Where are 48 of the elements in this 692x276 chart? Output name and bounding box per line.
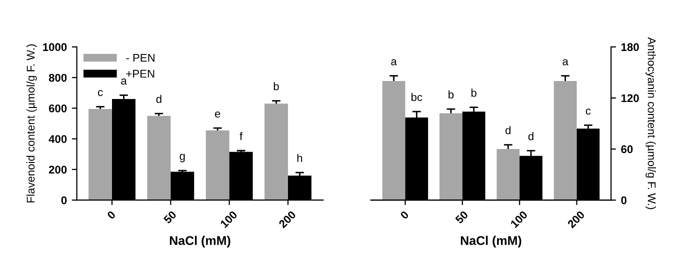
annotation: f xyxy=(240,132,243,140)
y2-axis-title: Anthocyanin content (µmol/g F. W.) xyxy=(646,37,656,210)
y-tick-label: 1000 xyxy=(43,43,67,52)
x-tick-label: 50 xyxy=(454,210,469,224)
x-tick-label: 200 xyxy=(566,210,586,228)
bar xyxy=(440,113,462,200)
bar xyxy=(88,108,112,200)
y-tick-label: 200 xyxy=(48,166,67,174)
x-tick-label: 0 xyxy=(400,210,410,220)
annotation: d xyxy=(156,94,162,104)
bar xyxy=(206,130,230,200)
bar xyxy=(147,116,171,200)
y2-tick-label: 120 xyxy=(621,94,639,102)
annotation: d xyxy=(528,132,534,140)
x-tick-label: 100 xyxy=(510,210,528,228)
x-axis-title: NaCl (mM) xyxy=(170,236,230,248)
x-tick-label: 200 xyxy=(278,210,296,228)
x-tick-label: 0 xyxy=(106,210,116,220)
annotation: c xyxy=(586,108,591,115)
bar xyxy=(382,80,406,200)
annotation: a xyxy=(562,59,568,66)
bar xyxy=(496,149,520,200)
annotation: e xyxy=(214,111,220,118)
y-tick-label: 800 xyxy=(48,74,67,82)
annotation: h xyxy=(297,154,302,162)
annotation: b xyxy=(448,90,454,99)
bar xyxy=(264,104,288,200)
x-tick-label: 50 xyxy=(163,210,177,224)
y2-tick-label: 180 xyxy=(621,43,639,52)
annotation: d xyxy=(506,126,510,134)
y-tick-label: 400 xyxy=(48,135,67,143)
annotation: bc xyxy=(412,92,422,102)
legend-label: +PEN xyxy=(126,70,154,78)
annotation: b xyxy=(471,88,476,97)
x-axis-title: NaCl (mM) xyxy=(460,236,522,248)
annotation: c xyxy=(98,90,103,96)
legend-label: - PEN xyxy=(126,54,154,62)
y2-tick-label: 0 xyxy=(621,196,626,204)
annotation: a xyxy=(121,78,127,85)
y-tick-label: 0 xyxy=(61,196,67,204)
y2-tick-label: 60 xyxy=(621,145,633,154)
annotation: b xyxy=(274,82,279,90)
x-tick-label: 100 xyxy=(220,210,238,228)
y-tick-label: 600 xyxy=(48,104,67,112)
y-axis-title: Flavenoid content (µmol/g F. W.) xyxy=(26,44,37,202)
annotation: g xyxy=(180,154,185,162)
bar xyxy=(554,80,577,200)
annotation: a xyxy=(391,59,397,66)
